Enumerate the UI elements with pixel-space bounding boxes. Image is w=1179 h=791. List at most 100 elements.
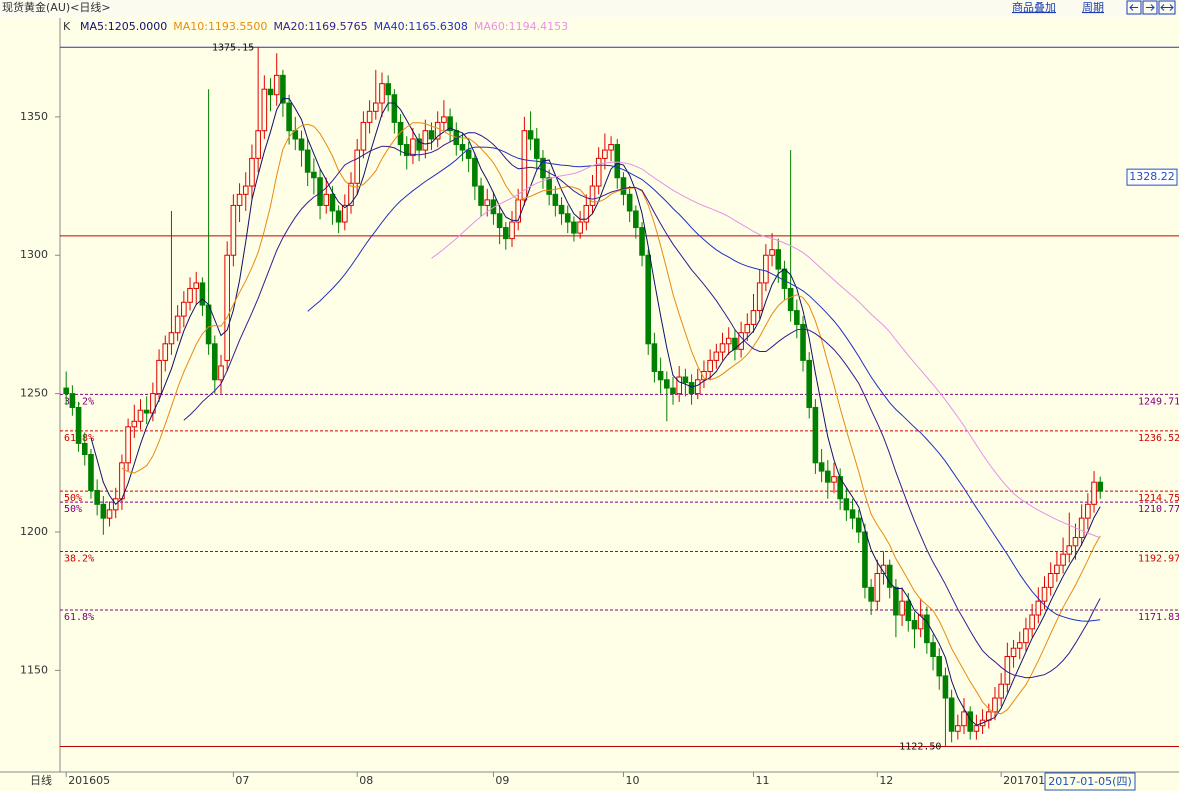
- price-tag: 1328.22: [1129, 170, 1175, 183]
- candle-body: [639, 227, 645, 256]
- ma-legend: MA40:1165.6308: [374, 20, 468, 33]
- y-tick-label: 1250: [20, 387, 48, 400]
- candle-body: [496, 213, 503, 229]
- candle-body: [868, 586, 874, 602]
- candle-body: [546, 177, 552, 195]
- candle-body: [81, 442, 88, 456]
- x-tick-label: 12: [879, 774, 893, 787]
- fib-value: 1236.52: [1138, 433, 1179, 444]
- candle-body: [608, 144, 614, 151]
- candle-body: [707, 359, 713, 372]
- candle-body: [657, 370, 664, 381]
- candle-body: [1097, 481, 1104, 492]
- candle-body: [1085, 503, 1091, 519]
- candle-body: [137, 409, 144, 422]
- candle-body: [1047, 573, 1054, 588]
- period-link[interactable]: 周期: [1082, 1, 1104, 14]
- candle-body: [905, 600, 912, 622]
- candle-body: [614, 144, 621, 179]
- candle-body: [311, 171, 317, 179]
- nav-buttons: [1126, 0, 1176, 15]
- candle-body: [713, 351, 720, 361]
- ma-line: [121, 122, 1101, 715]
- fib-level: 50%: [64, 504, 82, 515]
- candle-body: [701, 370, 707, 381]
- candle-body: [447, 116, 453, 132]
- candle-body: [540, 157, 546, 179]
- overlay-link[interactable]: 商品叠加: [1012, 0, 1056, 14]
- candle-body: [348, 182, 354, 206]
- candle-body: [298, 138, 305, 151]
- candle-body: [886, 564, 893, 588]
- candle-body: [465, 149, 472, 159]
- candle-body: [1035, 600, 1042, 616]
- candle-body: [942, 675, 949, 699]
- candle-body: [403, 144, 410, 157]
- nav-left[interactable]: [1126, 0, 1142, 15]
- candle-body: [756, 282, 763, 312]
- fib-level: 50%: [64, 493, 82, 504]
- candle-body: [645, 254, 652, 345]
- candle-body: [459, 144, 466, 151]
- candle-body: [651, 343, 658, 372]
- candle-body: [961, 711, 967, 727]
- candle-body: [323, 193, 330, 206]
- candle-body: [379, 83, 385, 104]
- candle-body: [1029, 614, 1035, 630]
- candle-body: [503, 227, 509, 240]
- candle-body: [626, 193, 633, 212]
- candle-body: [100, 503, 107, 519]
- candle-body: [193, 282, 200, 289]
- candle-body: [1016, 642, 1023, 649]
- candle-body: [187, 287, 193, 303]
- candle-body: [242, 185, 249, 195]
- candle-body: [571, 221, 577, 234]
- candle-body: [1023, 628, 1029, 644]
- candle-body: [769, 249, 775, 256]
- candle-body: [812, 406, 819, 464]
- candle-body: [509, 221, 515, 240]
- cursor-date: 2017-01-05(四): [1048, 775, 1132, 788]
- candle-body: [515, 199, 521, 223]
- candle-body: [620, 177, 627, 195]
- candle-body: [558, 204, 565, 215]
- y-tick-label: 1300: [20, 248, 48, 261]
- level-label: 1375.15: [212, 42, 254, 53]
- candles: [63, 47, 1104, 747]
- candle-body: [1078, 517, 1085, 539]
- x-tick-label: 10: [625, 774, 639, 787]
- candle-body: [255, 130, 261, 159]
- candle-body: [335, 210, 342, 223]
- candle-body: [69, 393, 76, 408]
- fib-value: 1192.97: [1138, 553, 1179, 564]
- candle-body: [434, 121, 441, 140]
- candle-body: [372, 102, 379, 112]
- nav-both[interactable]: [1158, 0, 1176, 15]
- x-tick-label: 08: [359, 774, 373, 787]
- level-label: 1122.50: [899, 741, 941, 752]
- candle-body: [484, 199, 491, 206]
- ma-line: [183, 132, 1101, 679]
- arrow-icon: [1129, 4, 1138, 11]
- candle-body: [874, 573, 881, 602]
- candle-body: [211, 343, 218, 381]
- candle-body: [1072, 537, 1079, 547]
- candle-body: [973, 725, 980, 732]
- x-tick-label: 07: [235, 774, 249, 787]
- candle-body: [787, 287, 794, 312]
- x-tick-label: 11: [755, 774, 769, 787]
- candle-body: [781, 268, 788, 289]
- ma-line: [431, 161, 1101, 539]
- candle-body: [261, 88, 268, 132]
- candle-body: [75, 406, 82, 444]
- fib-value: 1171.83: [1138, 612, 1179, 623]
- fib-value: 1210.77: [1138, 504, 1179, 515]
- candle-body: [304, 149, 311, 173]
- candle-body: [899, 600, 905, 616]
- candle-body: [385, 83, 391, 96]
- candle-body: [843, 498, 850, 511]
- candle-body: [218, 365, 224, 381]
- nav-right[interactable]: [1142, 0, 1158, 15]
- price-tag-box: [1126, 168, 1178, 186]
- candle-body: [441, 116, 447, 123]
